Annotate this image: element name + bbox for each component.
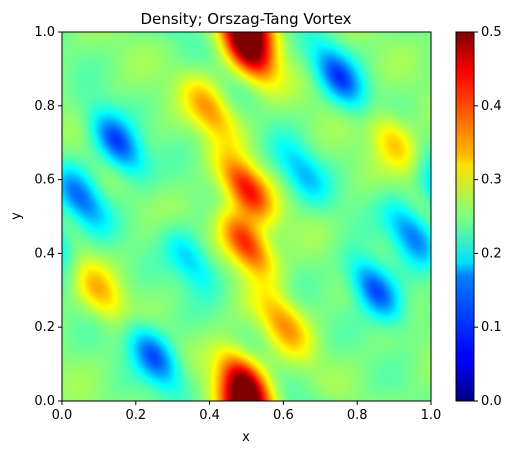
x-tick-label: 0.4	[199, 408, 220, 423]
x-tick-label: 0.6	[273, 408, 294, 423]
x-tick-label: 1.0	[421, 408, 442, 423]
chart-title: Density; Orszag-Tang Vortex	[140, 10, 351, 28]
x-tick-label: 0.2	[125, 408, 146, 423]
y-tick-label: 0.4	[34, 246, 55, 261]
y-tick-label: 0.0	[34, 394, 55, 409]
colorbar	[455, 31, 475, 402]
x-axis-label: x	[242, 430, 250, 445]
y-axis-label: y	[9, 212, 24, 220]
y-tick-label: 0.8	[34, 99, 55, 114]
x-axis-ticks: 0.0 0.2 0.4 0.6 0.8 1.0	[52, 401, 442, 423]
x-tick-label: 0.8	[347, 408, 368, 423]
colorbar-tick-label: 0.1	[481, 320, 502, 335]
colorbar-tick-label: 0.5	[481, 25, 502, 40]
colorbar-tick-label: 0.4	[481, 99, 502, 114]
plot-frame	[61, 31, 432, 402]
colorbar-ticks: 0.0 0.1 0.2 0.3 0.4 0.5	[474, 25, 502, 409]
y-axis-ticks: 0.0 0.2 0.4 0.6 0.8 1.0	[34, 25, 62, 409]
colorbar-tick-label: 0.0	[481, 394, 502, 409]
colorbar-tick-label: 0.2	[481, 246, 502, 261]
y-tick-label: 0.6	[34, 173, 55, 188]
colorbar-tick-label: 0.3	[481, 173, 502, 188]
y-tick-label: 1.0	[34, 25, 55, 40]
y-tick-label: 0.2	[34, 320, 55, 335]
heatmap-image	[62, 32, 431, 401]
x-tick-label: 0.0	[52, 408, 73, 423]
